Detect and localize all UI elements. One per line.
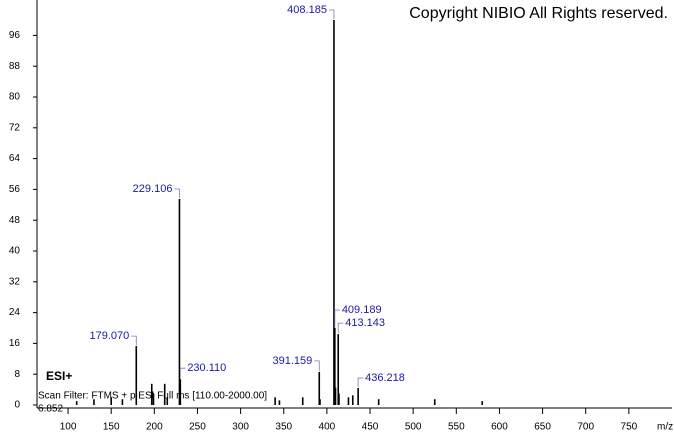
label-bracket bbox=[131, 335, 137, 346]
label-bracket bbox=[357, 377, 364, 388]
y-tick-label: 24 bbox=[9, 307, 21, 318]
y-tick-label: 64 bbox=[9, 153, 21, 164]
y-tick-label: 0 bbox=[14, 400, 20, 411]
x-tick-label: 700 bbox=[577, 422, 594, 433]
x-tick-label: 100 bbox=[60, 422, 77, 433]
x-tick-label: 250 bbox=[189, 422, 206, 433]
y-tick-label: 40 bbox=[9, 246, 21, 257]
y-tick-label: 8 bbox=[14, 369, 20, 380]
peak-label: 391.159 bbox=[272, 355, 312, 367]
label-bracket bbox=[334, 309, 340, 327]
x-tick-label: 550 bbox=[448, 422, 465, 433]
ion-mode: ESI+ bbox=[46, 369, 72, 383]
peak-label: 413.143 bbox=[345, 317, 385, 329]
x-tick-label: 450 bbox=[362, 422, 379, 433]
y-tick-label: 96 bbox=[9, 30, 21, 41]
x-axis-label: m/z bbox=[657, 422, 673, 433]
label-bracket bbox=[314, 360, 320, 371]
x-tick-label: 200 bbox=[146, 422, 163, 433]
y-tick-label: 56 bbox=[9, 184, 21, 195]
peak-label: 179.070 bbox=[90, 330, 130, 342]
x-tick-label: 400 bbox=[319, 422, 336, 433]
y-tick-label: 32 bbox=[9, 276, 21, 287]
peak-label: 436.218 bbox=[365, 372, 405, 384]
offset-label: 6.852 bbox=[38, 404, 63, 415]
x-tick-label: 150 bbox=[103, 422, 120, 433]
x-tick-label: 750 bbox=[621, 422, 638, 433]
y-tick-label: 88 bbox=[9, 61, 21, 72]
x-tick-label: 600 bbox=[491, 422, 508, 433]
x-tick-label: 350 bbox=[275, 422, 292, 433]
y-tick-label: 80 bbox=[9, 92, 21, 103]
x-tick-label: 300 bbox=[232, 422, 249, 433]
x-tick-label: 500 bbox=[405, 422, 422, 433]
x-tick-label: 650 bbox=[534, 422, 551, 433]
y-tick-label: 72 bbox=[9, 122, 21, 133]
copyright: Copyright NIBIO All Rights reserved. bbox=[409, 5, 668, 22]
peak-label: 409.189 bbox=[342, 304, 382, 316]
peak-label: 408.185 bbox=[287, 4, 327, 16]
label-bracket bbox=[179, 367, 186, 379]
label-bracket bbox=[174, 188, 180, 199]
label-bracket bbox=[337, 322, 344, 334]
scan-filter: Scan Filter: FTMS + p ESI Full ms [110.0… bbox=[38, 391, 267, 402]
y-tick-label: 16 bbox=[9, 338, 21, 349]
peak-label: 230.110 bbox=[187, 362, 226, 374]
label-bracket bbox=[328, 9, 335, 19]
peak-label: 229.106 bbox=[133, 183, 173, 195]
y-tick-label: 48 bbox=[9, 215, 21, 226]
